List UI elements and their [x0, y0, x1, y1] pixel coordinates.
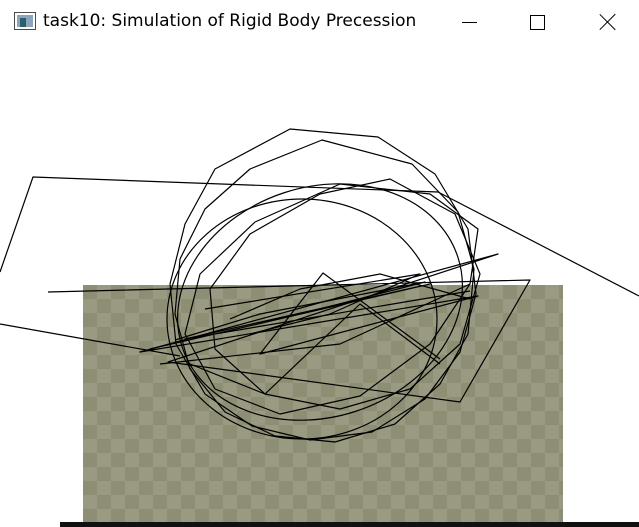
render-canvas[interactable]	[0, 44, 639, 527]
close-icon	[600, 14, 616, 30]
maximize-button[interactable]	[514, 0, 560, 44]
wire-loop-6	[209, 178, 481, 410]
wire-spike-6	[189, 303, 441, 395]
app-window-icon[interactable]	[14, 12, 36, 30]
bottom-edge	[0, 522, 639, 527]
wire-loop-1	[169, 128, 477, 441]
close-button[interactable]	[585, 0, 631, 44]
tilted-plane	[0, 176, 639, 297]
wireframe-scene	[0, 128, 639, 443]
wire-loop-4	[176, 183, 464, 421]
wire-spike-3	[159, 283, 471, 365]
wire-loop-3	[166, 198, 438, 440]
window-title: task10: Simulation of Rigid Body Precess…	[43, 11, 417, 31]
wire-spike-7	[229, 273, 471, 320]
wire-spike-4	[174, 281, 426, 341]
bottom-edge-gap	[0, 520, 60, 527]
wire-spike-5	[204, 273, 421, 335]
maximize-icon	[529, 14, 545, 30]
wire-spike-1	[47, 253, 531, 403]
minimize-button[interactable]	[446, 0, 492, 44]
title-bar[interactable]: task10: Simulation of Rigid Body Precess…	[0, 0, 639, 44]
wire-spike-2	[149, 283, 471, 350]
minimize-icon	[461, 21, 477, 23]
tilted-plane-lower-edge	[0, 323, 181, 357]
